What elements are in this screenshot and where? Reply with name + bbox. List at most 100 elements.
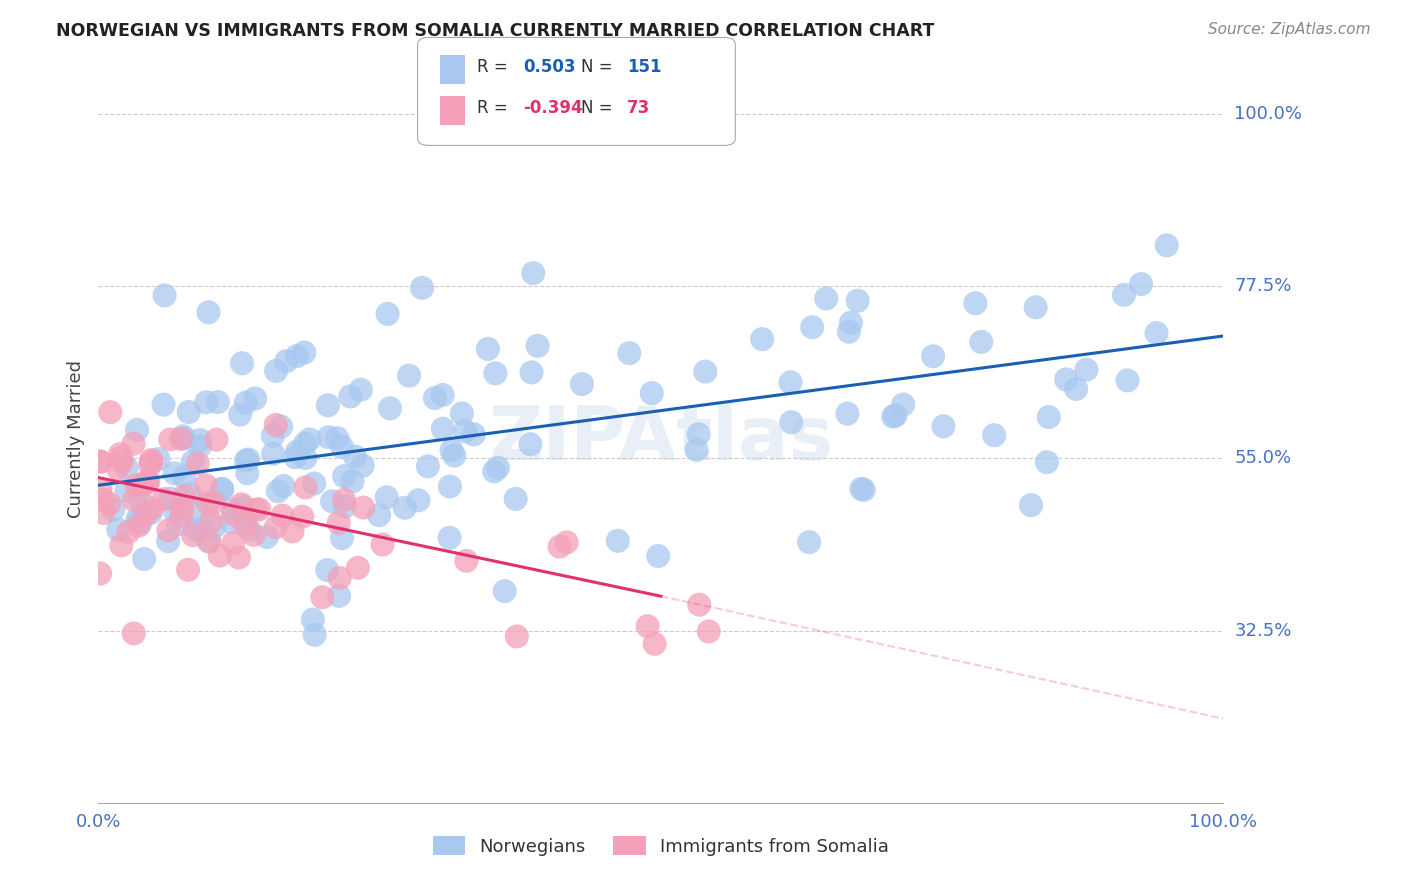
Point <box>188 433 211 447</box>
Point <box>245 502 267 516</box>
Point <box>89 454 111 468</box>
Point <box>451 407 474 421</box>
Point <box>89 566 111 581</box>
Y-axis label: Currently Married: Currently Married <box>66 360 84 518</box>
Point <box>232 500 254 514</box>
Point <box>291 509 314 524</box>
Point <box>191 524 214 538</box>
Point <box>115 461 138 475</box>
Point <box>352 458 374 473</box>
Point <box>352 500 374 515</box>
Point <box>780 415 803 429</box>
Point <box>273 479 295 493</box>
Point <box>91 492 114 507</box>
Point <box>89 482 111 496</box>
Point <box>235 395 257 409</box>
Point <box>221 516 243 530</box>
Point <box>505 491 527 506</box>
Point <box>200 515 222 529</box>
Point <box>98 405 121 419</box>
Point <box>522 266 544 280</box>
Point <box>571 377 593 392</box>
Point <box>846 293 869 308</box>
Point <box>329 571 352 585</box>
Point <box>122 436 145 450</box>
Point <box>408 493 430 508</box>
Point <box>207 395 229 409</box>
Point <box>195 395 218 409</box>
Point <box>172 432 194 446</box>
Point <box>117 524 139 539</box>
Point <box>932 419 955 434</box>
Point <box>695 365 717 379</box>
Point <box>884 409 907 423</box>
Point <box>371 537 394 551</box>
Point <box>177 563 200 577</box>
Point <box>456 554 478 568</box>
Point <box>688 598 710 612</box>
Point <box>98 497 121 511</box>
Text: R =: R = <box>477 58 508 76</box>
Text: ZIPAtlas: ZIPAtlas <box>488 403 834 475</box>
Point <box>122 492 145 507</box>
Point <box>326 431 349 445</box>
Point <box>172 429 194 443</box>
Point <box>375 490 398 504</box>
Point <box>342 475 364 489</box>
Point <box>852 483 875 497</box>
Point <box>318 430 340 444</box>
Point <box>270 419 292 434</box>
Point <box>148 452 170 467</box>
Point <box>128 518 150 533</box>
Point <box>350 383 373 397</box>
Text: Source: ZipAtlas.com: Source: ZipAtlas.com <box>1208 22 1371 37</box>
Point <box>90 455 112 469</box>
Point <box>138 475 160 489</box>
Point <box>368 508 391 523</box>
Point <box>983 428 1005 442</box>
Point <box>208 549 231 563</box>
Point <box>141 453 163 467</box>
Point <box>838 325 860 339</box>
Point <box>229 408 252 422</box>
Point <box>170 432 193 446</box>
Point <box>276 354 298 368</box>
Point <box>197 534 219 549</box>
Text: R =: R = <box>477 99 508 117</box>
Point <box>1064 382 1087 396</box>
Point <box>454 424 477 438</box>
Point <box>697 624 720 639</box>
Point <box>339 389 361 403</box>
Point <box>233 517 256 532</box>
Point <box>1054 372 1077 386</box>
Point <box>139 506 162 520</box>
Text: 32.5%: 32.5% <box>1234 622 1292 640</box>
Point <box>416 459 439 474</box>
Point <box>181 455 204 469</box>
Point <box>222 536 245 550</box>
Point <box>231 356 253 370</box>
Point <box>205 433 228 447</box>
Point <box>194 478 217 492</box>
Point <box>243 528 266 542</box>
Point <box>125 478 148 492</box>
Point <box>328 589 350 603</box>
Point <box>477 342 499 356</box>
Point <box>519 437 541 451</box>
Point <box>163 467 186 481</box>
Text: 0.503: 0.503 <box>523 58 575 76</box>
Point <box>125 423 148 437</box>
Point <box>222 503 245 517</box>
Point <box>799 535 821 549</box>
Point <box>187 506 209 520</box>
Point <box>173 470 195 484</box>
Point <box>815 292 838 306</box>
Text: -0.394: -0.394 <box>523 99 582 117</box>
Point <box>1112 288 1135 302</box>
Point <box>159 491 181 506</box>
Point <box>172 501 194 516</box>
Point <box>115 484 138 499</box>
Point <box>231 497 253 511</box>
Point <box>882 409 904 424</box>
Point <box>110 538 132 552</box>
